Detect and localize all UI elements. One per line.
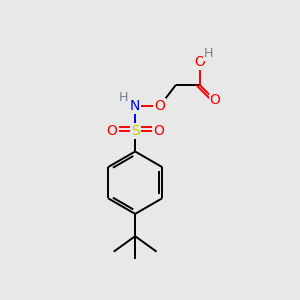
- Text: N: N: [130, 99, 140, 113]
- Text: O: O: [210, 93, 220, 107]
- Text: H: H: [204, 47, 213, 60]
- Text: H: H: [119, 92, 128, 104]
- Text: O: O: [106, 124, 117, 138]
- Text: O: O: [153, 124, 164, 138]
- Text: S: S: [131, 124, 140, 138]
- Text: O: O: [154, 99, 165, 113]
- Text: O: O: [194, 55, 205, 69]
